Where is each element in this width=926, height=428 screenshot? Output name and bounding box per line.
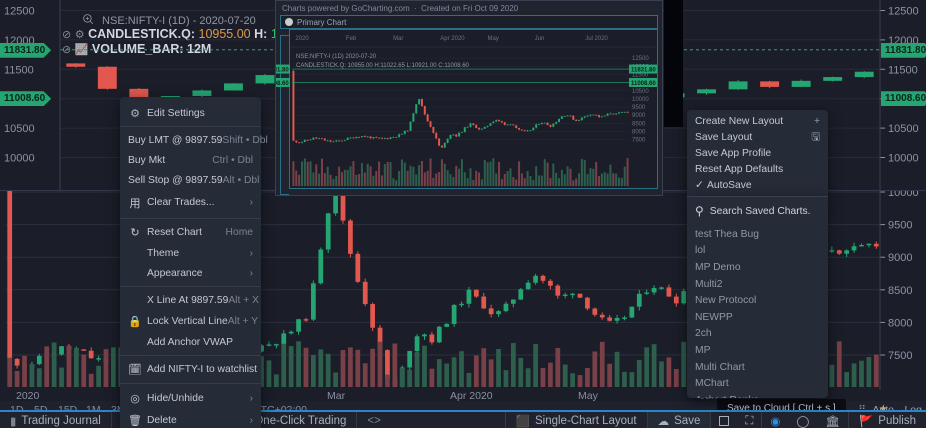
svg-text:11008.60: 11008.60 [631, 81, 656, 87]
svg-text:10500: 10500 [632, 89, 649, 95]
svg-text:Mar: Mar [393, 36, 403, 42]
svg-text:NSE:NIFTY-I (1D) 2020-07-20: NSE:NIFTY-I (1D) 2020-07-20 [296, 54, 377, 60]
svg-text:11831.80: 11831.80 [631, 68, 656, 74]
svg-text:8000: 8000 [632, 130, 646, 136]
svg-text:9500: 9500 [632, 105, 646, 111]
svg-text:CANDLESTICK.Q: 10955.00 H:1102: CANDLESTICK.Q: 10955.00 H:11022.65 L:109… [296, 63, 470, 69]
svg-text:2020: 2020 [295, 36, 309, 42]
svg-text:Apr 2020: Apr 2020 [440, 36, 465, 42]
svg-text:Jun: Jun [535, 36, 545, 42]
svg-text:12500: 12500 [632, 56, 649, 62]
svg-text:8500: 8500 [632, 121, 646, 127]
svg-text:11831.80: 11831.80 [275, 68, 289, 74]
svg-text:Feb: Feb [346, 36, 357, 42]
svg-text:9000: 9000 [632, 113, 646, 119]
svg-text:Jul 2020: Jul 2020 [585, 36, 608, 42]
svg-text:11008.60: 11008.60 [275, 81, 289, 87]
svg-text:7500: 7500 [632, 138, 646, 144]
svg-text:10000: 10000 [632, 97, 649, 103]
svg-text:May: May [487, 36, 498, 42]
